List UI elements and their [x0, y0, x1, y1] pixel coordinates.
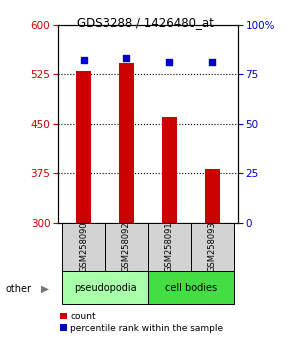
- Point: [167, 59, 172, 65]
- FancyBboxPatch shape: [62, 271, 148, 304]
- Text: cell bodies: cell bodies: [165, 282, 217, 293]
- Text: GDS3288 / 1426480_at: GDS3288 / 1426480_at: [77, 16, 213, 29]
- FancyBboxPatch shape: [148, 223, 191, 271]
- Text: pseudopodia: pseudopodia: [74, 282, 136, 293]
- Bar: [76, 71, 91, 223]
- Text: GSM258091: GSM258091: [165, 222, 174, 272]
- Bar: [119, 63, 134, 223]
- FancyBboxPatch shape: [62, 223, 105, 271]
- Point: [124, 56, 129, 61]
- Point: [81, 58, 86, 63]
- Text: other: other: [6, 284, 32, 293]
- Legend: count, percentile rank within the sample: count, percentile rank within the sample: [60, 313, 224, 333]
- Text: ▶: ▶: [41, 284, 49, 293]
- Text: GSM258093: GSM258093: [208, 222, 217, 272]
- Bar: [205, 169, 220, 223]
- Bar: [162, 117, 177, 223]
- Text: GSM258090: GSM258090: [79, 222, 88, 272]
- FancyBboxPatch shape: [148, 271, 233, 304]
- FancyBboxPatch shape: [105, 223, 148, 271]
- FancyBboxPatch shape: [191, 223, 233, 271]
- Point: [210, 59, 214, 65]
- Text: GSM258092: GSM258092: [122, 222, 131, 272]
